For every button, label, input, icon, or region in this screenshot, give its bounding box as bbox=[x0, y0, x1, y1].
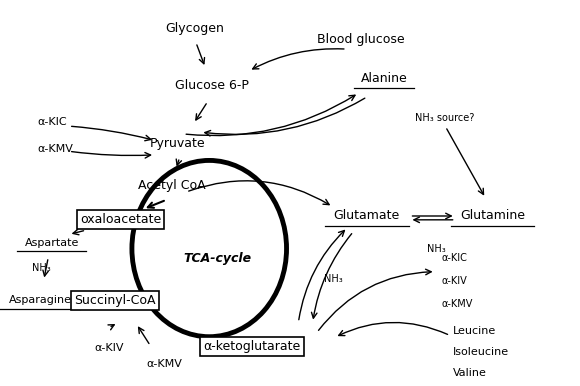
Text: Glutamine: Glutamine bbox=[460, 210, 525, 222]
Text: α-ketoglutarate: α-ketoglutarate bbox=[204, 340, 301, 353]
Text: α-KMV: α-KMV bbox=[146, 359, 182, 369]
Text: Glucose 6-P: Glucose 6-P bbox=[175, 79, 249, 92]
Text: Alanine: Alanine bbox=[361, 71, 407, 85]
Text: Valine: Valine bbox=[452, 368, 487, 378]
Text: Glycogen: Glycogen bbox=[165, 22, 224, 35]
Text: α-KIV: α-KIV bbox=[95, 343, 124, 353]
Text: α-KIC: α-KIC bbox=[38, 117, 67, 127]
Text: NH₃: NH₃ bbox=[324, 274, 343, 284]
Text: NH₃ source?: NH₃ source? bbox=[415, 113, 475, 123]
Text: NH₃: NH₃ bbox=[32, 263, 50, 273]
Text: Isoleucine: Isoleucine bbox=[452, 347, 509, 357]
Text: Blood glucose: Blood glucose bbox=[317, 33, 405, 46]
Text: Pyruvate: Pyruvate bbox=[150, 137, 205, 150]
Text: α-KIC: α-KIC bbox=[441, 253, 467, 263]
Text: α-KMV: α-KMV bbox=[38, 144, 73, 154]
Text: Leucine: Leucine bbox=[452, 326, 496, 336]
Text: α-KMV: α-KMV bbox=[441, 299, 473, 309]
Text: Asparagine: Asparagine bbox=[9, 295, 72, 305]
Text: oxaloacetate: oxaloacetate bbox=[80, 213, 161, 226]
Text: Glutamate: Glutamate bbox=[334, 210, 400, 222]
Text: NH₃: NH₃ bbox=[427, 244, 445, 254]
Text: Succinyl-CoA: Succinyl-CoA bbox=[74, 294, 155, 307]
Text: TCA-cycle: TCA-cycle bbox=[184, 252, 252, 265]
Text: Acetyl CoA: Acetyl CoA bbox=[138, 179, 206, 192]
Text: Aspartate: Aspartate bbox=[24, 238, 79, 248]
Text: α-KIV: α-KIV bbox=[441, 276, 467, 286]
